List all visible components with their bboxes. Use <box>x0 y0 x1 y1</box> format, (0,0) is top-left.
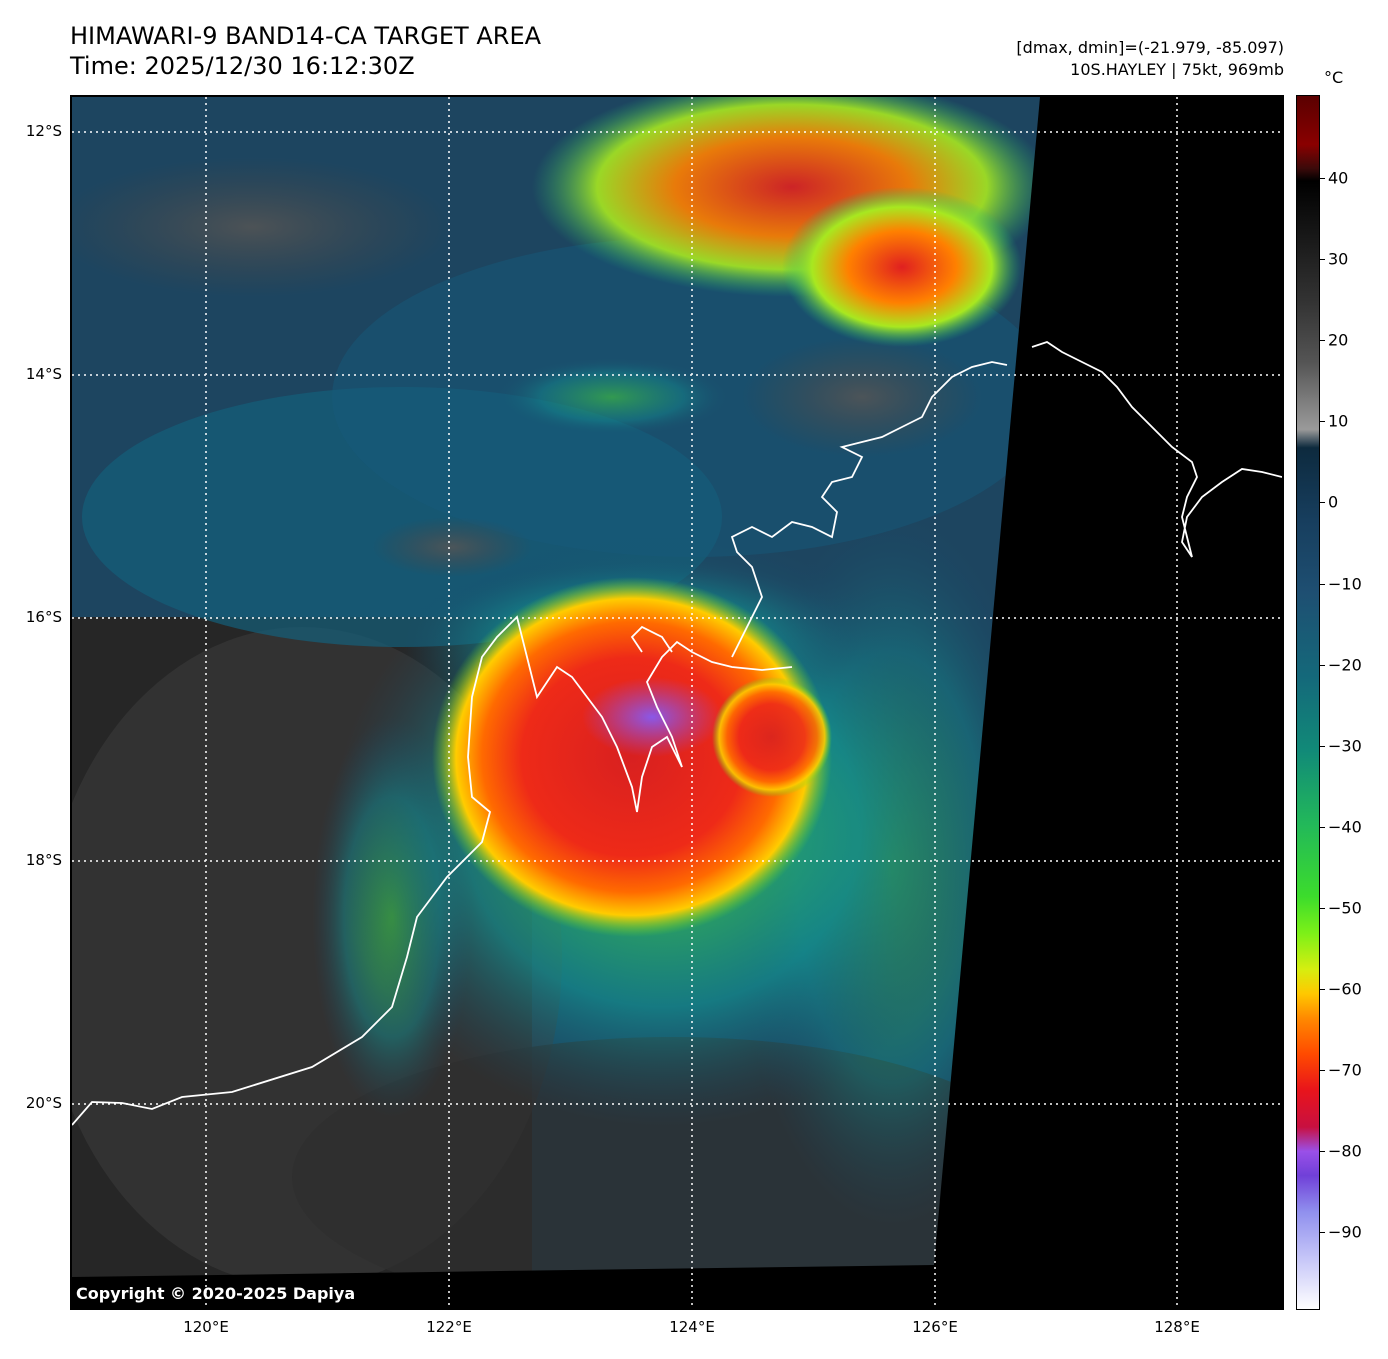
colorbar-tick-label: 0 <box>1328 492 1339 512</box>
colorbar-tick-mark <box>1320 1232 1325 1234</box>
no-data-area <box>934 97 1282 1308</box>
coldest-cloud-tops <box>582 677 722 757</box>
colorbar-tick-label: 40 <box>1328 168 1349 188</box>
coastline <box>72 341 1282 1126</box>
lon-label-120e: 120°E <box>183 1318 229 1336</box>
colorbar-tick-mark <box>1320 989 1325 990</box>
map-canvas <box>72 97 1282 1308</box>
graticule <box>72 97 1282 1308</box>
lat-label-16s: 16°S <box>25 608 62 626</box>
colorbar-tick-mark <box>1320 664 1325 666</box>
colorbar-tick-mark <box>1320 421 1325 423</box>
lon-label-128e: 128°E <box>1154 1318 1200 1336</box>
lon-label-124e: 124°E <box>669 1318 715 1336</box>
colorbar-tick-label: −50 <box>1328 898 1362 918</box>
colorbar-tick-mark <box>1320 1070 1325 1072</box>
map-timestamp: Time: 2025/12/30 16:12:30Z <box>70 52 415 80</box>
colorbar-tick-mark <box>1320 178 1325 179</box>
colorbar-tick-mark <box>1320 907 1325 909</box>
data-range-label: [dmax, dmin]=(-21.979, -85.097) <box>1016 38 1284 57</box>
lat-label-18s: 18°S <box>25 851 62 869</box>
colorbar-tick-label: 30 <box>1328 249 1349 269</box>
colorbar-tick-label: −10 <box>1328 574 1362 593</box>
colorbar-tick-label: −40 <box>1328 817 1362 837</box>
satellite-map <box>70 95 1284 1310</box>
colorbar-tick-label: −70 <box>1328 1060 1362 1080</box>
colorbar-tick-mark <box>1320 502 1325 504</box>
colorbar-tick-label: 10 <box>1328 411 1349 431</box>
colorbar-tick-label: −30 <box>1328 736 1362 756</box>
colorbar-tick-label: −80 <box>1328 1141 1362 1161</box>
colorbar-tick-mark <box>1320 745 1325 747</box>
colorbar-tick-label: −60 <box>1328 979 1362 999</box>
storm-info-label: 10S.HAYLEY | 75kt, 969mb <box>1070 60 1284 79</box>
lat-label-20s: 20°S <box>25 1094 62 1112</box>
lat-label-14s: 14°S <box>25 365 62 383</box>
colorbar-tick-label: −20 <box>1328 655 1362 675</box>
lon-label-126e: 126°E <box>912 1318 958 1336</box>
map-title: HIMAWARI-9 BAND14-CA TARGET AREA <box>70 22 542 50</box>
colorbar-tick-label: −90 <box>1328 1222 1362 1242</box>
lat-label-12s: 12°S <box>25 122 62 140</box>
copyright-notice: Copyright © 2020-2025 Dapiya <box>76 1284 356 1303</box>
colorbar-tick-mark <box>1320 1151 1325 1153</box>
lon-label-122e: 122°E <box>426 1318 472 1336</box>
colorbar-unit: °C <box>1324 68 1344 87</box>
colorbar-tick-mark <box>1320 340 1325 342</box>
colorbar-tick-mark <box>1320 583 1325 585</box>
colorbar-tick-mark <box>1320 826 1325 828</box>
colorbar-tick-mark <box>1320 259 1325 261</box>
colorbar-tick-label: 20 <box>1328 330 1349 350</box>
colorbar <box>1296 95 1320 1310</box>
